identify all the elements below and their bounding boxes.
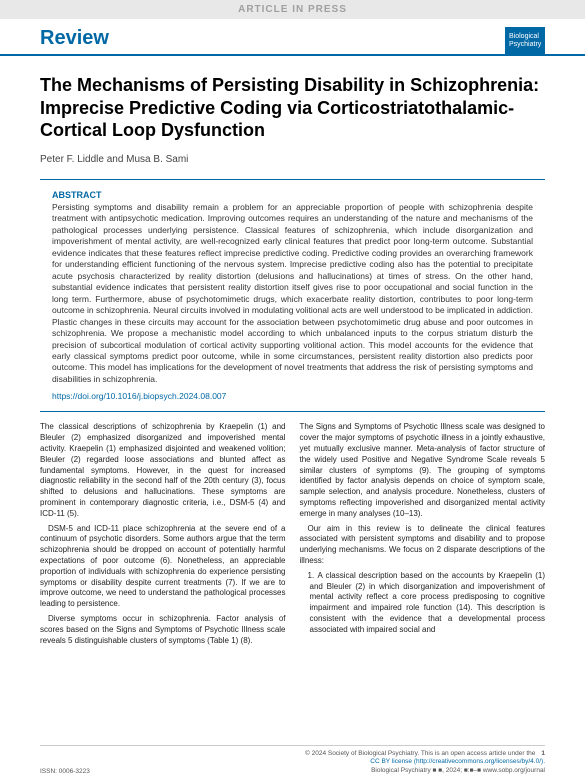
list-text: A classical description based on the acc… — [310, 571, 546, 634]
doi-link[interactable]: https://doi.org/10.1016/j.biopsych.2024.… — [52, 391, 533, 401]
body-paragraph: The Signs and Symptoms of Psychotic Illn… — [300, 422, 546, 519]
body-paragraph: DSM-5 and ICD-11 place schizophrenia at … — [40, 524, 286, 610]
body-paragraph: Diverse symptoms occur in schizophrenia.… — [40, 614, 286, 646]
body-paragraph: The classical descriptions of schizophre… — [40, 422, 286, 519]
body-columns: The classical descriptions of schizophre… — [0, 412, 585, 650]
body-paragraph: Our aim in this review is to delineate t… — [300, 524, 546, 567]
license-link[interactable]: CC BY license (http://creativecommons.or… — [305, 758, 545, 766]
section-label: Review — [40, 27, 109, 50]
footer-issn: ISSN: 0006-3223 — [40, 768, 90, 775]
copyright-text: © 2024 Society of Biological Psychiatry.… — [305, 750, 535, 757]
abstract-text: Persisting symptoms and disability remai… — [52, 202, 533, 386]
journal-badge: Biological Psychiatry — [505, 27, 545, 54]
right-column: The Signs and Symptoms of Psychotic Illn… — [300, 422, 546, 650]
authors: Peter F. Liddle and Musa B. Sami — [40, 154, 545, 165]
article-title: The Mechanisms of Persisting Disability … — [40, 74, 545, 142]
list-number: 1. — [300, 571, 315, 582]
abstract-box: ABSTRACT Persisting symptoms and disabil… — [40, 179, 545, 413]
left-column: The classical descriptions of schizophre… — [40, 422, 286, 650]
review-header: Review Biological Psychiatry — [0, 19, 585, 56]
press-banner: ARTICLE IN PRESS — [0, 0, 585, 19]
footer-right: © 2024 Society of Biological Psychiatry.… — [305, 750, 545, 775]
list-item: 1. A classical description based on the … — [300, 571, 546, 636]
footer: ISSN: 0006-3223 © 2024 Society of Biolog… — [40, 745, 545, 775]
abstract-label: ABSTRACT — [52, 190, 533, 200]
title-block: The Mechanisms of Persisting Disability … — [0, 74, 585, 165]
page-number: 1 — [541, 750, 545, 757]
journal-citation: Biological Psychiatry ■ ■, 2024; ■:■–■ w… — [305, 767, 545, 775]
